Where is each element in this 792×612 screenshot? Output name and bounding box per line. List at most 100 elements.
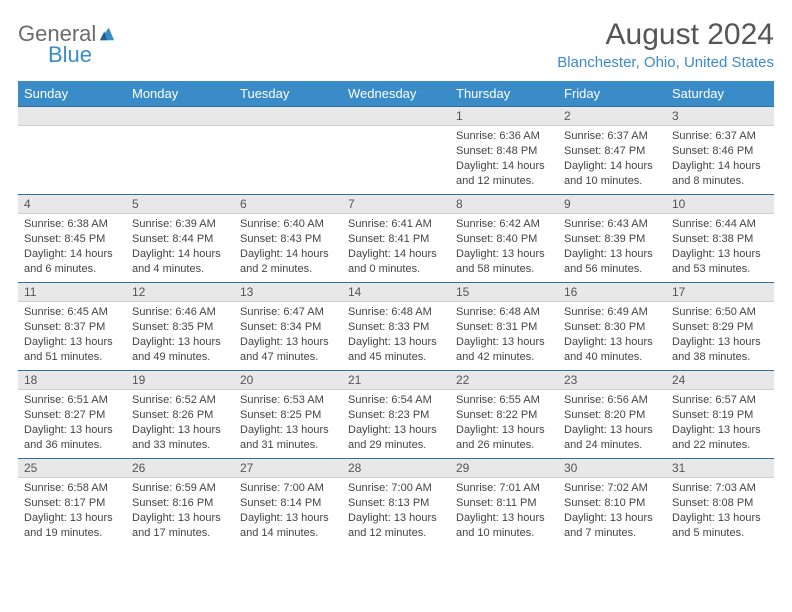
day-number: 18 [18,371,126,390]
weekday-header: Sunday [18,81,126,107]
daylight-line: Daylight: 14 hours and 2 minutes. [240,248,329,275]
daylight-line: Daylight: 13 hours and 19 minutes. [24,512,113,539]
day-data: Sunrise: 6:39 AMSunset: 8:44 PMDaylight:… [126,214,234,280]
day-number: 12 [126,283,234,302]
weekday-header: Saturday [666,81,774,107]
day-data: Sunrise: 6:46 AMSunset: 8:35 PMDaylight:… [126,302,234,368]
sail-icon [97,26,117,42]
day-number: 19 [126,371,234,390]
calendar-week-row: 4Sunrise: 6:38 AMSunset: 8:45 PMDaylight… [18,195,774,283]
daylight-line: Daylight: 14 hours and 10 minutes. [564,160,653,187]
calendar-day-cell: 7Sunrise: 6:41 AMSunset: 8:41 PMDaylight… [342,195,450,283]
sunset-line: Sunset: 8:43 PM [240,233,321,245]
day-number: 17 [666,283,774,302]
calendar-week-row: 1Sunrise: 6:36 AMSunset: 8:48 PMDaylight… [18,107,774,195]
day-number: 2 [558,107,666,126]
sunset-line: Sunset: 8:47 PM [564,145,645,157]
daylight-line: Daylight: 14 hours and 6 minutes. [24,248,113,275]
sunset-line: Sunset: 8:26 PM [132,409,213,421]
title-block: August 2024 Blanchester, Ohio, United St… [557,18,774,71]
daylight-line: Daylight: 13 hours and 10 minutes. [456,512,545,539]
calendar-week-row: 11Sunrise: 6:45 AMSunset: 8:37 PMDayligh… [18,283,774,371]
calendar-day-cell: 3Sunrise: 6:37 AMSunset: 8:46 PMDaylight… [666,107,774,195]
sunset-line: Sunset: 8:33 PM [348,321,429,333]
sunrise-line: Sunrise: 6:44 AM [672,218,756,230]
calendar-day-cell: 8Sunrise: 6:42 AMSunset: 8:40 PMDaylight… [450,195,558,283]
day-number: 5 [126,195,234,214]
logo-text-blue: Blue [18,42,92,67]
calendar-day-cell: 13Sunrise: 6:47 AMSunset: 8:34 PMDayligh… [234,283,342,371]
day-data: Sunrise: 6:50 AMSunset: 8:29 PMDaylight:… [666,302,774,368]
sunrise-line: Sunrise: 6:43 AM [564,218,648,230]
sunrise-line: Sunrise: 6:45 AM [24,306,108,318]
daylight-line: Daylight: 13 hours and 40 minutes. [564,336,653,363]
calendar-day-cell [234,107,342,195]
sunset-line: Sunset: 8:27 PM [24,409,105,421]
day-data: Sunrise: 6:58 AMSunset: 8:17 PMDaylight:… [18,478,126,544]
daylight-line: Daylight: 13 hours and 56 minutes. [564,248,653,275]
sunrise-line: Sunrise: 6:59 AM [132,482,216,494]
sunset-line: Sunset: 8:46 PM [672,145,753,157]
day-data: Sunrise: 6:49 AMSunset: 8:30 PMDaylight:… [558,302,666,368]
daylight-line: Daylight: 13 hours and 33 minutes. [132,424,221,451]
sunset-line: Sunset: 8:16 PM [132,497,213,509]
sunrise-line: Sunrise: 7:02 AM [564,482,648,494]
day-data: Sunrise: 7:00 AMSunset: 8:14 PMDaylight:… [234,478,342,544]
daylight-line: Daylight: 14 hours and 12 minutes. [456,160,545,187]
calendar-day-cell: 25Sunrise: 6:58 AMSunset: 8:17 PMDayligh… [18,459,126,547]
month-title: August 2024 [557,18,774,52]
daylight-line: Daylight: 13 hours and 5 minutes. [672,512,761,539]
day-data: Sunrise: 6:43 AMSunset: 8:39 PMDaylight:… [558,214,666,280]
sunrise-line: Sunrise: 6:51 AM [24,394,108,406]
sunset-line: Sunset: 8:23 PM [348,409,429,421]
day-data: Sunrise: 6:47 AMSunset: 8:34 PMDaylight:… [234,302,342,368]
day-data: Sunrise: 6:37 AMSunset: 8:47 PMDaylight:… [558,126,666,192]
calendar-table: SundayMondayTuesdayWednesdayThursdayFrid… [18,81,774,547]
day-number-empty [126,107,234,126]
calendar-day-cell: 18Sunrise: 6:51 AMSunset: 8:27 PMDayligh… [18,371,126,459]
sunset-line: Sunset: 8:14 PM [240,497,321,509]
location-label: Blanchester, Ohio, United States [557,54,774,71]
day-data: Sunrise: 6:48 AMSunset: 8:33 PMDaylight:… [342,302,450,368]
sunrise-line: Sunrise: 6:53 AM [240,394,324,406]
sunrise-line: Sunrise: 6:48 AM [456,306,540,318]
day-number: 23 [558,371,666,390]
day-data: Sunrise: 7:00 AMSunset: 8:13 PMDaylight:… [342,478,450,544]
sunset-line: Sunset: 8:41 PM [348,233,429,245]
daylight-line: Daylight: 13 hours and 51 minutes. [24,336,113,363]
weekday-header: Wednesday [342,81,450,107]
calendar-day-cell: 12Sunrise: 6:46 AMSunset: 8:35 PMDayligh… [126,283,234,371]
day-data: Sunrise: 6:48 AMSunset: 8:31 PMDaylight:… [450,302,558,368]
sunset-line: Sunset: 8:40 PM [456,233,537,245]
day-number: 13 [234,283,342,302]
day-data: Sunrise: 6:53 AMSunset: 8:25 PMDaylight:… [234,390,342,456]
day-number: 27 [234,459,342,478]
day-number: 6 [234,195,342,214]
day-number-empty [18,107,126,126]
day-number: 25 [18,459,126,478]
calendar-day-cell: 6Sunrise: 6:40 AMSunset: 8:43 PMDaylight… [234,195,342,283]
day-number: 7 [342,195,450,214]
calendar-day-cell: 5Sunrise: 6:39 AMSunset: 8:44 PMDaylight… [126,195,234,283]
sunrise-line: Sunrise: 6:48 AM [348,306,432,318]
calendar-day-cell: 14Sunrise: 6:48 AMSunset: 8:33 PMDayligh… [342,283,450,371]
daylight-line: Daylight: 13 hours and 42 minutes. [456,336,545,363]
calendar-day-cell: 30Sunrise: 7:02 AMSunset: 8:10 PMDayligh… [558,459,666,547]
calendar-day-cell [342,107,450,195]
sunrise-line: Sunrise: 6:50 AM [672,306,756,318]
day-data: Sunrise: 6:52 AMSunset: 8:26 PMDaylight:… [126,390,234,456]
calendar-day-cell: 1Sunrise: 6:36 AMSunset: 8:48 PMDaylight… [450,107,558,195]
sunrise-line: Sunrise: 6:57 AM [672,394,756,406]
day-data: Sunrise: 6:44 AMSunset: 8:38 PMDaylight:… [666,214,774,280]
sunset-line: Sunset: 8:17 PM [24,497,105,509]
daylight-line: Daylight: 13 hours and 12 minutes. [348,512,437,539]
weekday-header: Tuesday [234,81,342,107]
day-number: 29 [450,459,558,478]
sunset-line: Sunset: 8:37 PM [24,321,105,333]
day-data: Sunrise: 7:02 AMSunset: 8:10 PMDaylight:… [558,478,666,544]
sunset-line: Sunset: 8:30 PM [564,321,645,333]
sunrise-line: Sunrise: 7:00 AM [240,482,324,494]
calendar-day-cell: 9Sunrise: 6:43 AMSunset: 8:39 PMDaylight… [558,195,666,283]
daylight-line: Daylight: 13 hours and 47 minutes. [240,336,329,363]
day-number: 20 [234,371,342,390]
